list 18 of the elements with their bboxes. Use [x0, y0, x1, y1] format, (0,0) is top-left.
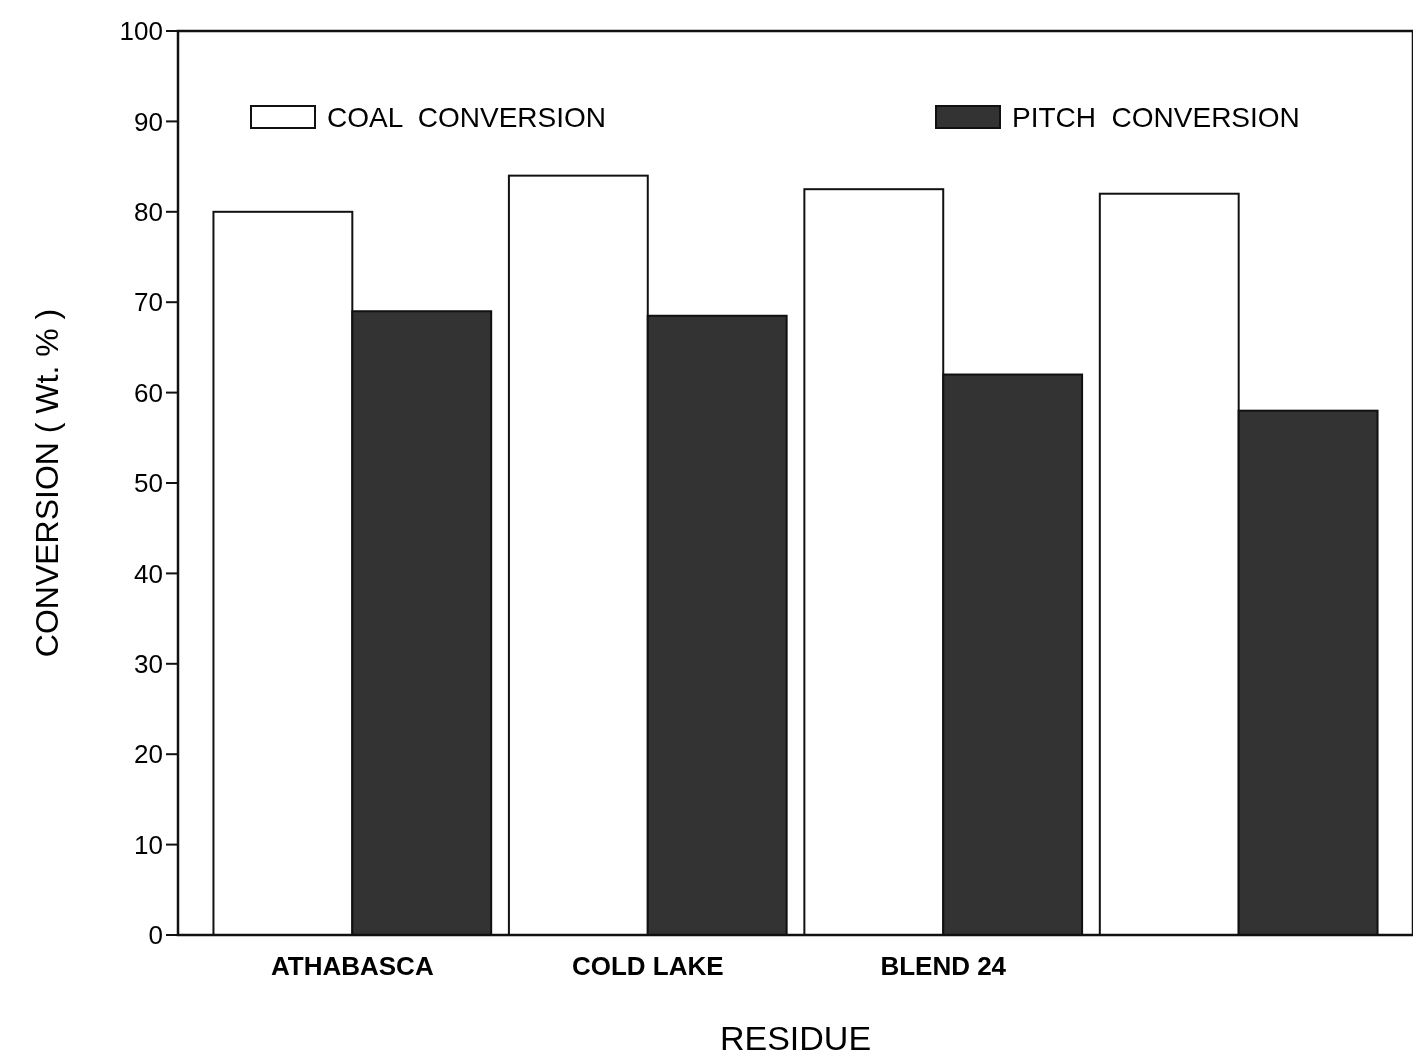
y-tick-label: 100 [119, 16, 163, 47]
legend-label: COAL CONVERSION [327, 101, 607, 133]
y-tick-label: 30 [134, 648, 163, 679]
x-tick-label: BLEND 24 [880, 951, 1007, 981]
legend-label: PITCH CONVERSION [1012, 101, 1300, 133]
y-tick-label: 0 [148, 920, 163, 951]
y-tick-label: 60 [134, 377, 163, 408]
x-tick-label: ATHABASCA [270, 951, 434, 981]
x-tick-label: COLD LAKE [571, 951, 724, 981]
y-tick-label: 90 [134, 106, 163, 137]
y-tick-label: 40 [134, 558, 163, 589]
y-tick-label: 10 [134, 829, 163, 860]
y-tick-label: 50 [134, 468, 163, 499]
x-axis-title: RESIDUE [719, 1019, 872, 1052]
y-axis-title: CONVERSION ( Wt. % ) [29, 308, 65, 658]
y-tick-label: 80 [134, 196, 163, 227]
y-tick-label: 70 [134, 287, 163, 318]
y-tick-label: 20 [134, 739, 163, 770]
